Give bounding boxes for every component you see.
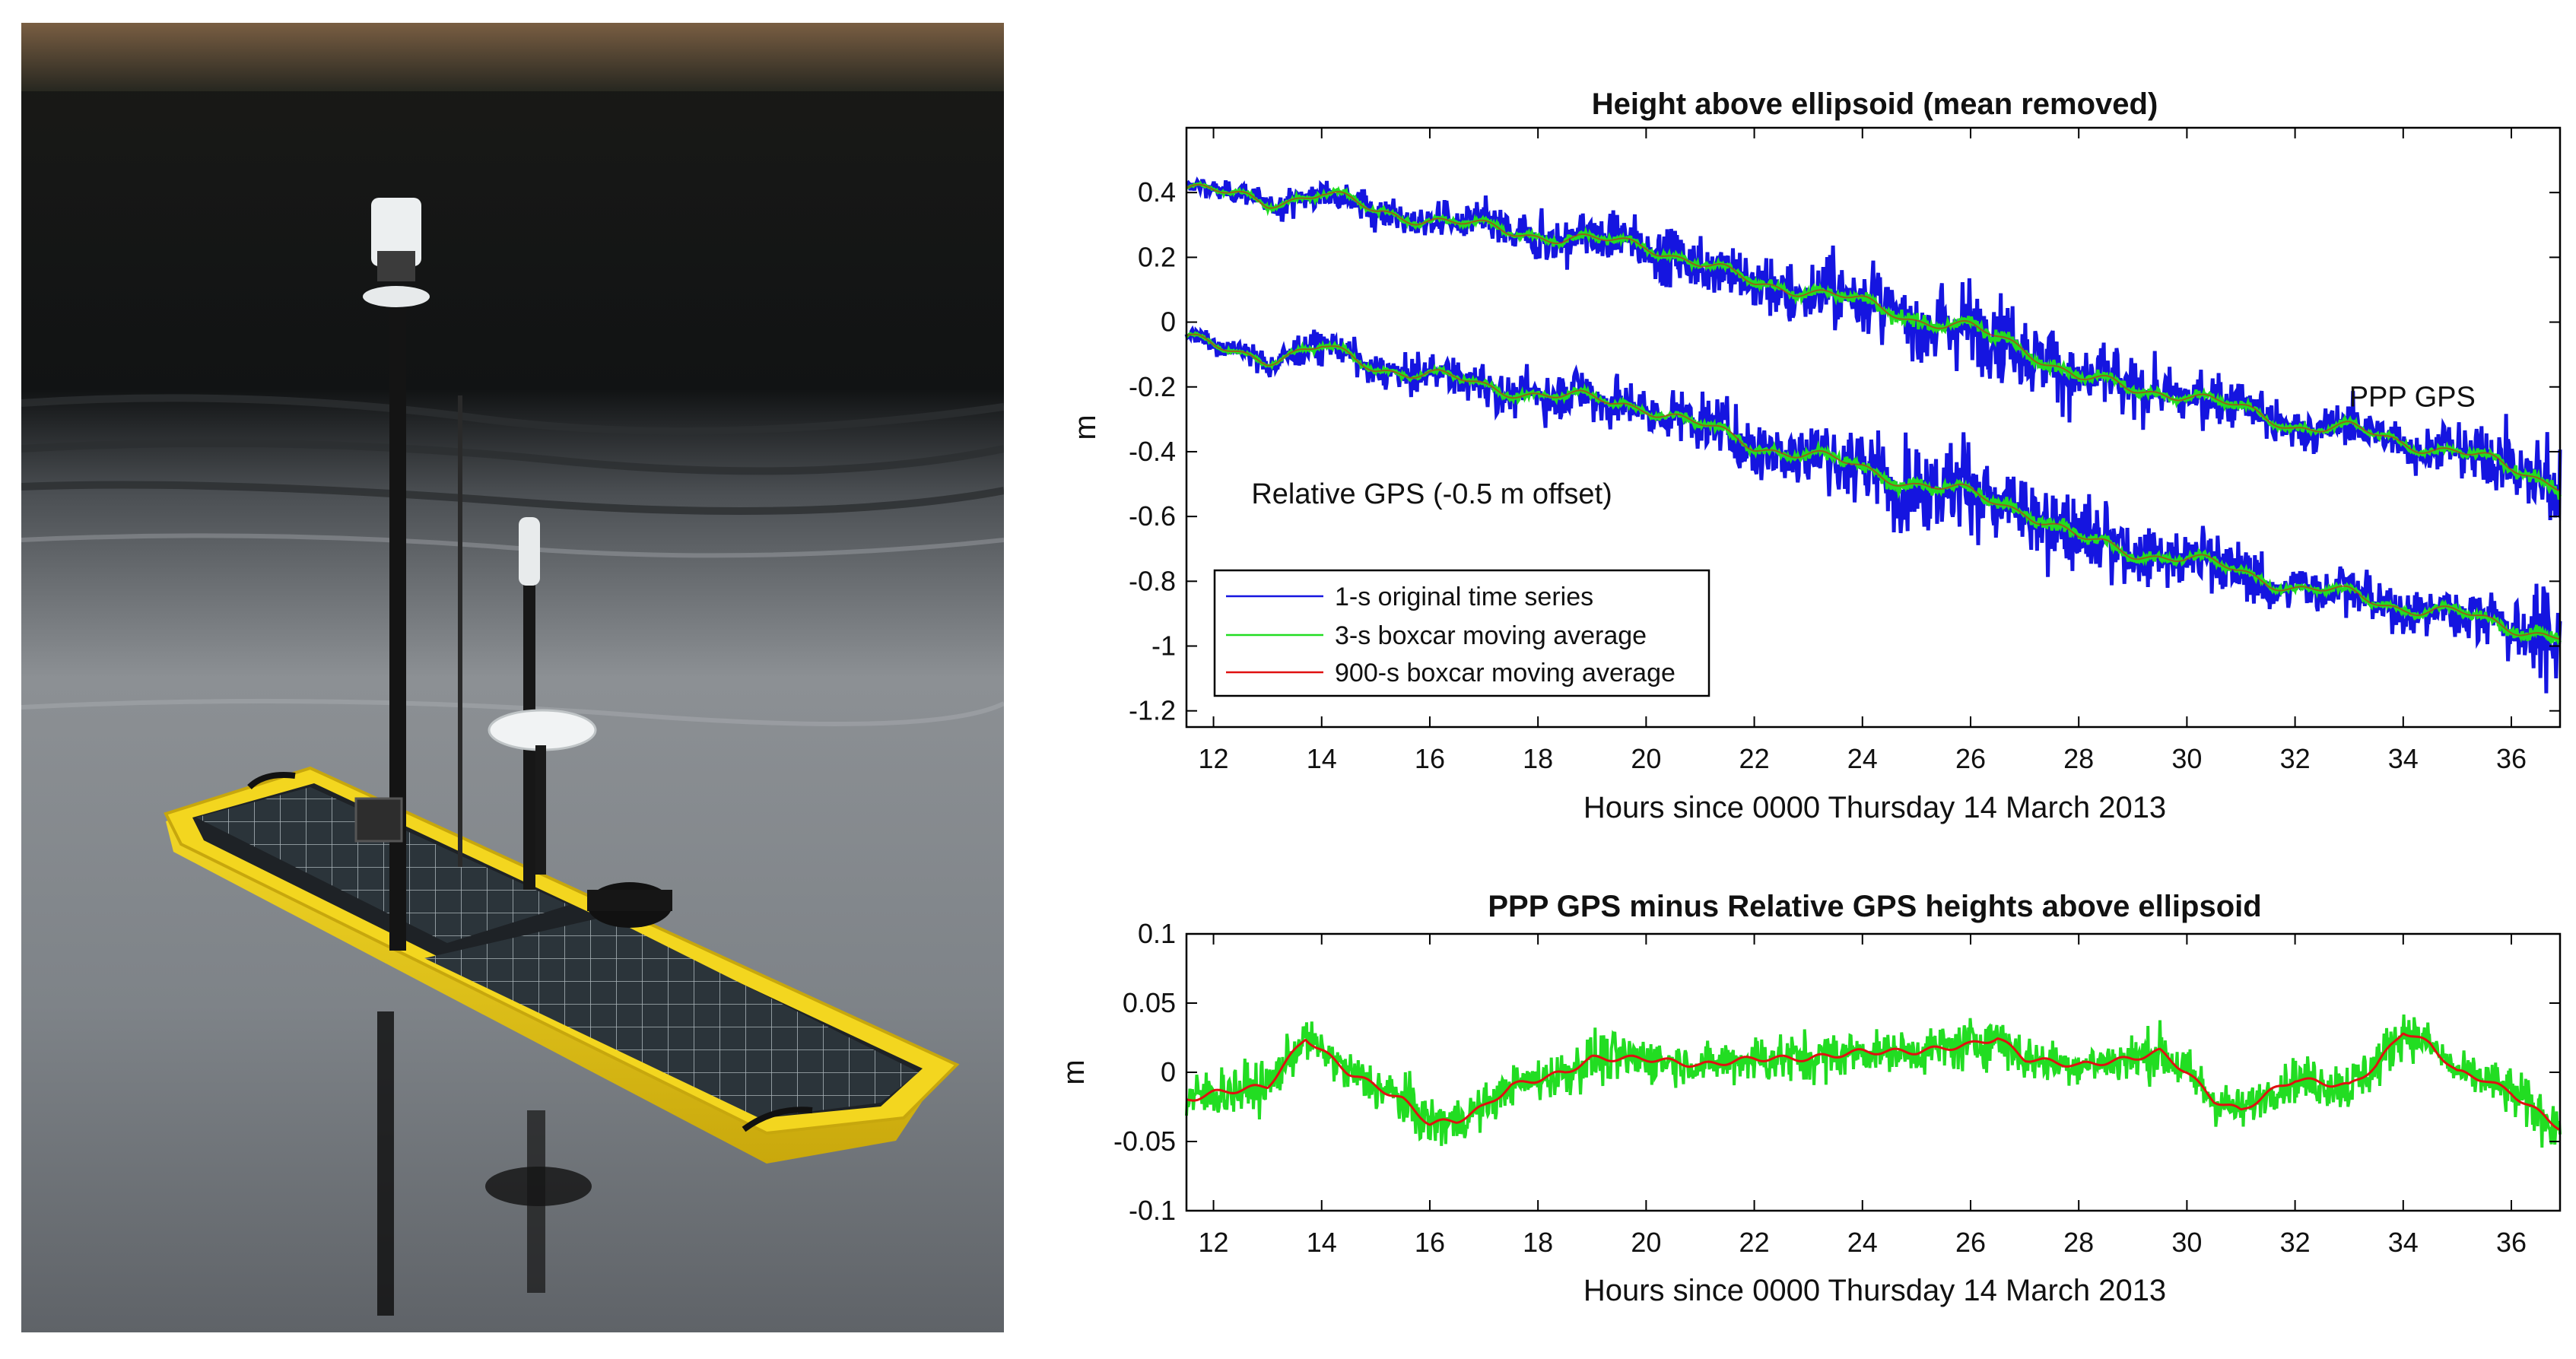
bottom-xtick-label: 12 (1199, 1227, 1229, 1258)
bottom-xtick-label: 22 (1739, 1227, 1770, 1258)
top-chart-y-label: m (1069, 414, 1102, 440)
bottom-chart-y-axis: 0.1 0.05 0 -0.05 -0.1 (1113, 918, 2560, 1226)
top-xtick-label: 34 (2388, 743, 2419, 774)
bottom-ytick-label: -0.1 (1129, 1195, 1176, 1226)
bottom-xtick-label: 28 (2063, 1227, 2094, 1258)
top-ytick-label: 0 (1161, 306, 1176, 338)
vehicle-photo (21, 23, 1004, 1332)
legend-label-900s: 900-s boxcar moving average (1335, 659, 1676, 687)
top-ytick-label: -1.2 (1129, 695, 1176, 726)
bottom-xtick-label: 18 (1523, 1227, 1553, 1258)
top-ytick-label: -0.6 (1129, 500, 1176, 532)
bottom-series-900s-average (1186, 1032, 2561, 1132)
top-chart-x-axis: 12 14 16 18 20 22 24 26 28 30 32 34 36 (1199, 128, 2527, 774)
bottom-chart-title: PPP GPS minus Relative GPS heights above… (1488, 890, 2261, 923)
bottom-ytick-label: 0.1 (1138, 918, 1176, 949)
bottom-ytick-label: 0 (1161, 1056, 1176, 1088)
legend-label-original: 1-s original time series (1335, 583, 1593, 611)
top-xtick-label: 18 (1523, 743, 1553, 774)
top-ytick-label: 0.4 (1138, 176, 1176, 208)
bottom-chart-series (1185, 1014, 2562, 1148)
legend-label-3s: 3-s boxcar moving average (1335, 621, 1647, 650)
bottom-chart: PPP GPS minus Relative GPS heights above… (1057, 890, 2562, 1307)
top-xtick-label: 16 (1415, 743, 1445, 774)
top-ytick-label: -0.4 (1129, 436, 1176, 467)
top-xtick-label: 12 (1199, 743, 1229, 774)
top-chart: Height above ellipsoid (mean removed) 0.… (1069, 87, 2562, 824)
top-series-1-900s-average (1186, 333, 2561, 640)
top-xtick-label: 26 (1955, 743, 1986, 774)
bottom-xtick-label: 26 (1955, 1227, 1986, 1258)
bottom-xtick-label: 20 (1631, 1227, 1661, 1258)
top-xtick-label: 20 (1631, 743, 1661, 774)
bottom-series-3s-average (1185, 1014, 2562, 1148)
bottom-chart-x-label: Hours since 0000 Thursday 14 March 2013 (1583, 1274, 2166, 1307)
bottom-ytick-label: 0.05 (1123, 987, 1176, 1018)
top-series-0-900s-average (1186, 183, 2561, 492)
top-xtick-label: 36 (2496, 743, 2527, 774)
top-series-0-original (1185, 176, 2562, 521)
top-xtick-label: 24 (1847, 743, 1878, 774)
annotation-relative-gps: Relative GPS (-0.5 m offset) (1251, 478, 1612, 510)
top-xtick-label: 14 (1307, 743, 1337, 774)
annotation-ppp-gps: PPP GPS (2349, 381, 2476, 413)
bottom-chart-y-label: m (1057, 1059, 1091, 1084)
bottom-xtick-label: 34 (2388, 1227, 2419, 1258)
top-chart-x-label: Hours since 0000 Thursday 14 March 2013 (1583, 791, 2166, 824)
top-ytick-label: -0.2 (1129, 371, 1176, 402)
bottom-xtick-label: 32 (2280, 1227, 2311, 1258)
top-ytick-label: 0.2 (1138, 241, 1176, 272)
top-xtick-label: 22 (1739, 743, 1770, 774)
top-xtick-label: 30 (2171, 743, 2202, 774)
top-xtick-label: 28 (2063, 743, 2094, 774)
bottom-xtick-label: 24 (1847, 1227, 1878, 1258)
legend-box (1213, 569, 1710, 697)
bottom-xtick-label: 30 (2171, 1227, 2202, 1258)
top-chart-frame (1185, 126, 2562, 729)
top-chart-y-axis: 0.4 0.2 0 -0.2 -0.4 -0.6 -0.8 -1 -1.2 (1129, 176, 2560, 726)
top-chart-series (1184, 176, 2562, 694)
top-chart-title: Height above ellipsoid (mean removed) (1592, 87, 2158, 121)
bottom-ytick-label: -0.05 (1113, 1126, 1176, 1157)
top-ytick-label: -1 (1151, 630, 1176, 662)
top-xtick-label: 32 (2280, 743, 2311, 774)
top-chart-legend: 1-s original time series 3-s boxcar movi… (1213, 569, 1710, 697)
bottom-xtick-label: 14 (1307, 1227, 1337, 1258)
bottom-xtick-label: 16 (1415, 1227, 1445, 1258)
top-ytick-label: -0.8 (1129, 565, 1176, 596)
bottom-xtick-label: 36 (2496, 1227, 2527, 1258)
bottom-chart-x-axis: 12 14 16 18 20 22 24 26 28 30 32 34 36 (1199, 934, 2527, 1258)
